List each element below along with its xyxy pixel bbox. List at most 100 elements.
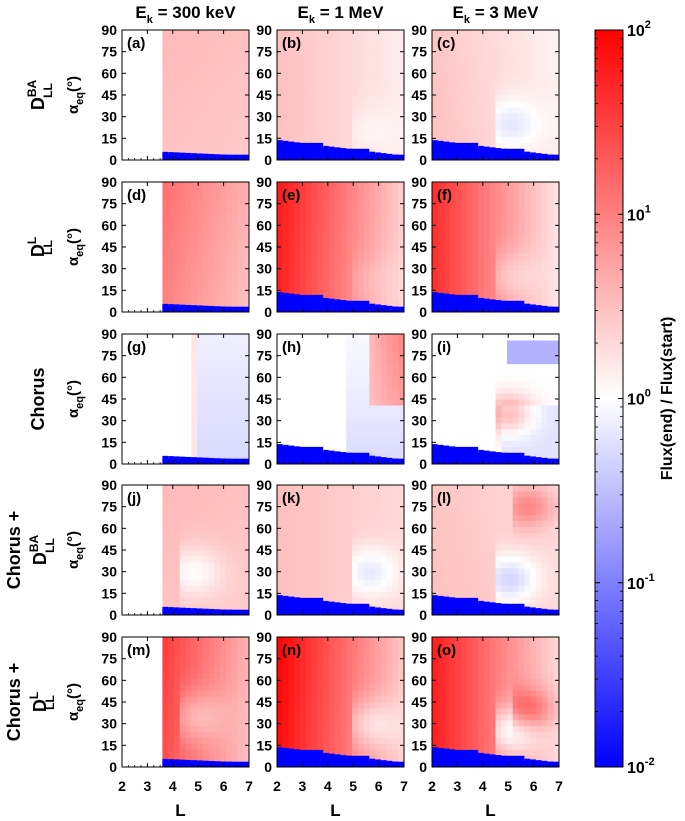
heatmap-cell xyxy=(530,229,537,236)
heatmap-cell xyxy=(547,339,554,347)
heatmap-cell xyxy=(535,53,543,61)
heatmap-cell xyxy=(535,35,543,43)
heatmap-cell xyxy=(466,223,474,230)
heatmap-cell xyxy=(288,53,295,61)
heatmap-cell xyxy=(495,351,502,359)
heatmap-cell xyxy=(214,193,221,201)
heatmap-cell xyxy=(288,351,295,359)
heatmap-cell xyxy=(168,502,175,510)
heatmap-cell xyxy=(437,124,445,132)
heatmap-cell xyxy=(443,282,450,289)
heatmap-cell xyxy=(375,428,382,436)
heatmap-cell xyxy=(489,182,497,189)
heatmap-cell xyxy=(243,345,249,353)
heatmap-cell xyxy=(202,229,210,236)
heatmap-cell xyxy=(437,288,445,295)
heatmap-cell xyxy=(398,410,404,418)
heatmap-cell xyxy=(305,89,313,96)
heatmap-cell xyxy=(294,30,301,37)
heatmap-cell xyxy=(288,375,295,382)
heatmap-cell xyxy=(237,235,244,242)
heatmap-cell xyxy=(535,47,543,55)
heatmap-cell xyxy=(547,187,554,195)
heatmap-cell xyxy=(363,416,370,424)
heatmap-cell xyxy=(282,235,290,242)
heatmap-cell xyxy=(380,77,388,84)
heatmap-cell xyxy=(173,59,181,67)
heatmap-cell xyxy=(168,526,175,533)
heatmap-cell xyxy=(237,229,244,236)
heatmap-cell xyxy=(294,47,301,55)
heatmap-cell xyxy=(530,83,537,90)
heatmap-cell xyxy=(231,428,239,436)
heatmap-cell xyxy=(478,118,485,126)
heatmap-cell xyxy=(334,428,342,436)
heatmap-cell xyxy=(547,410,554,418)
y-axis-label: αeq(°) xyxy=(65,683,86,721)
heatmap-cell xyxy=(380,294,388,301)
heatmap-cell xyxy=(237,100,244,108)
heatmap-cell xyxy=(443,416,450,424)
heatmap-cell xyxy=(328,357,336,365)
heatmap-cell xyxy=(478,282,485,289)
heatmap-cell xyxy=(437,182,445,189)
heatmap-cell xyxy=(185,440,192,447)
heatmap-cell xyxy=(507,41,514,49)
heatmap-cell xyxy=(530,357,537,365)
loss-cone-cell xyxy=(489,299,497,312)
heatmap-cell xyxy=(214,573,221,581)
heatmap-cell xyxy=(202,440,210,447)
heatmap-cell xyxy=(220,585,227,592)
heatmap-cell xyxy=(443,339,450,347)
heatmap-cell xyxy=(220,381,227,388)
heatmap-cell xyxy=(501,288,508,295)
heatmap-cell xyxy=(294,270,301,278)
heatmap-cell xyxy=(208,264,215,272)
heatmap-cell xyxy=(168,520,175,527)
heatmap-cell xyxy=(507,440,514,447)
heatmap-cell xyxy=(495,282,502,289)
heatmap-cell xyxy=(334,71,342,78)
heatmap-cell xyxy=(483,270,491,278)
heatmap-cell xyxy=(340,193,347,201)
heatmap-cell xyxy=(311,187,319,195)
loss-cone-cell xyxy=(380,457,388,464)
heatmap-cell xyxy=(547,452,554,459)
heatmap-cell xyxy=(443,41,450,49)
heatmap-cell xyxy=(530,47,537,55)
heatmap-cell xyxy=(300,387,307,394)
heatmap-cell xyxy=(535,416,543,424)
y-tick-label: 45 xyxy=(101,87,117,103)
heatmap-cell xyxy=(197,434,204,441)
heatmap-cell xyxy=(553,351,559,359)
heatmap-cell xyxy=(357,288,365,295)
heatmap-cell xyxy=(357,124,365,132)
heatmap-cell xyxy=(214,130,221,137)
heatmap-cell xyxy=(398,217,404,224)
heatmap-cell xyxy=(478,440,485,447)
heatmap-cell xyxy=(231,381,239,388)
heatmap-cell xyxy=(191,597,198,604)
heatmap-cell xyxy=(323,387,330,394)
heatmap-cell xyxy=(168,369,175,376)
heatmap-cell xyxy=(202,416,210,424)
heatmap-cell xyxy=(168,294,175,301)
heatmap-cell xyxy=(173,597,181,604)
heatmap-cell xyxy=(392,193,399,201)
heatmap-cell xyxy=(179,247,187,254)
heatmap-cell xyxy=(375,247,382,254)
heatmap-cell xyxy=(305,35,313,43)
heatmap-cell xyxy=(489,288,497,295)
heatmap-cell xyxy=(208,381,215,388)
heatmap-cell xyxy=(300,247,307,254)
heatmap-cell xyxy=(460,276,468,284)
heatmap-cell xyxy=(507,235,514,242)
heatmap-cell xyxy=(530,387,537,394)
heatmap-cell xyxy=(489,294,497,301)
heatmap-cell xyxy=(328,363,336,371)
heatmap-cell xyxy=(380,112,388,120)
heatmap-cell xyxy=(300,404,307,412)
heatmap-cell xyxy=(398,77,404,84)
heatmap-cell xyxy=(512,247,520,254)
